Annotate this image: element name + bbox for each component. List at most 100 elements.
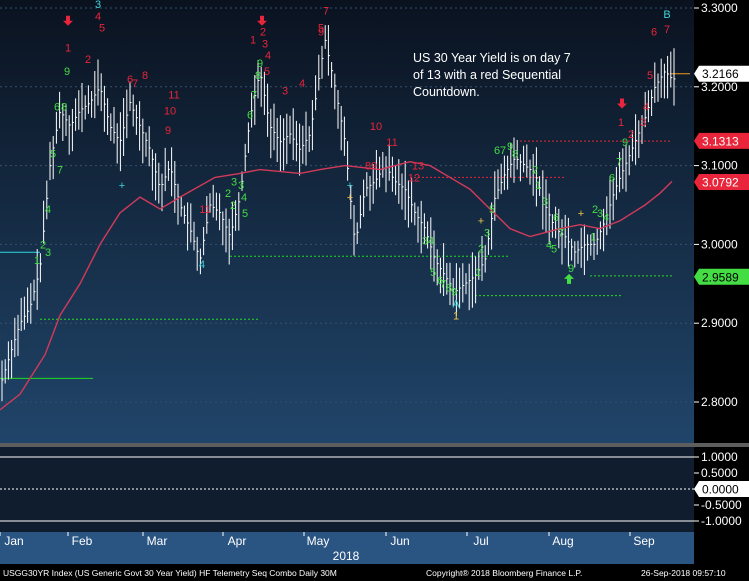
price-bar-75 — [241, 171, 244, 191]
price-bar-179 — [574, 241, 577, 268]
price-bar-96 — [308, 126, 311, 152]
td-marker-5: + — [578, 208, 584, 220]
td-label-68: 4 — [546, 239, 552, 251]
x-axis-labels: Jan Feb Mar Apr May Jun Jul Aug Sep — [0, 532, 655, 548]
price-bars — [1, 25, 676, 402]
td-label-48: 3 — [422, 235, 428, 247]
price-bar-60 — [193, 221, 196, 251]
price-bar-71 — [228, 218, 231, 265]
td-label-29: 2 — [260, 27, 266, 39]
price-bar-8 — [27, 287, 30, 323]
price-bar-103 — [331, 62, 334, 88]
td-label-76: 7 — [616, 157, 622, 169]
td-label-35: 5 — [264, 66, 270, 78]
td-label-53: 8 — [446, 283, 452, 295]
price-bar-67 — [215, 192, 218, 221]
price-bar-68 — [219, 193, 222, 231]
td-label-19: 9 — [165, 125, 171, 137]
price-bar-136 — [436, 249, 439, 286]
price-bar-56 — [180, 195, 183, 217]
price-bar-45 — [145, 132, 148, 157]
price-bar-5 — [17, 314, 20, 356]
td-label-74: 1 — [590, 231, 596, 243]
td-label-66: 6 — [553, 212, 559, 224]
price-bar-116 — [372, 164, 375, 204]
td-marker-1: + — [119, 180, 125, 192]
td-label-60: 7 — [500, 145, 506, 157]
td-label-13: 1 — [34, 255, 40, 267]
price-bar-200 — [641, 115, 644, 145]
price-bar-19 — [62, 103, 65, 142]
td-label-73: 4 — [603, 212, 609, 224]
price-bar-135 — [433, 230, 436, 282]
price-bar-51 — [164, 147, 167, 192]
price-bar-186 — [596, 228, 599, 255]
td-label-45: 9 — [371, 161, 377, 173]
price-bar-168 — [539, 176, 542, 196]
price-bar-110 — [353, 205, 356, 256]
price-bar-184 — [590, 234, 593, 256]
price-bar-84 — [270, 108, 273, 159]
price-bar-181 — [580, 227, 583, 268]
td-label-50: 5 — [430, 267, 436, 279]
price-bar-62 — [199, 248, 202, 275]
td-label-2: 5 — [99, 23, 105, 35]
price-bar-164 — [526, 144, 529, 178]
td-label-67: 7 — [558, 228, 564, 240]
price-bar-87 — [279, 115, 282, 172]
price-bar-3 — [11, 339, 14, 379]
price-bar-158 — [507, 155, 510, 190]
td-label-3: 1 — [65, 42, 71, 54]
price-bar-190 — [609, 176, 612, 229]
price-bar-69 — [222, 211, 225, 246]
price-bar-34 — [110, 113, 113, 141]
price-bar-196 — [628, 145, 631, 176]
price-bar-193 — [619, 152, 622, 193]
td-label-31: 8 — [255, 70, 261, 82]
x-label-may: May — [307, 534, 330, 548]
price-bar-11 — [36, 248, 39, 310]
annotation-line-3: Countdown. — [413, 85, 480, 99]
price-tick-label-5: 3.3000 — [701, 1, 738, 15]
price-bar-40 — [129, 81, 132, 112]
td-label-4: 2 — [85, 54, 91, 66]
price-bar-108 — [347, 141, 350, 181]
oscillator-lines — [0, 456, 694, 522]
price-bar-139 — [446, 262, 449, 295]
price-bar-172 — [551, 214, 554, 238]
td-label-37: 4 — [299, 78, 305, 90]
price-bar-142 — [455, 263, 458, 317]
price-bar-99 — [318, 54, 321, 91]
price-bar-14 — [46, 180, 49, 220]
price-bar-66 — [212, 184, 215, 218]
price-bar-6 — [20, 297, 23, 331]
td-label-25: 2 — [230, 200, 236, 212]
price-bar-132 — [423, 213, 426, 244]
price-bar-134 — [430, 217, 433, 270]
oscillator-badge: 0.0000 — [694, 481, 749, 497]
price-bar-149 — [478, 251, 481, 280]
osc-tick-label-4: -1.0000 — [701, 514, 742, 528]
price-bar-141 — [452, 278, 455, 306]
td-marker-2: + — [347, 192, 353, 204]
price-bar-102 — [327, 25, 330, 76]
price-bar-159 — [510, 142, 513, 178]
price-bar-202 — [647, 90, 650, 123]
value-badge-shape — [694, 65, 749, 82]
osc-tick-label-1: 0.5000 — [701, 466, 738, 480]
price-bar-169 — [542, 170, 545, 230]
price-bar-76 — [244, 143, 247, 172]
price-bar-170 — [545, 179, 548, 233]
price-bar-90 — [289, 115, 292, 144]
price-bar-25 — [81, 83, 84, 133]
price-bar-1 — [4, 359, 7, 384]
td-label-14: 6 — [127, 74, 133, 86]
moving-average-line — [0, 160, 673, 411]
price-bar-97 — [311, 100, 314, 151]
price-bar-30 — [97, 59, 100, 106]
price-bar-9 — [30, 283, 33, 324]
price-bar-104 — [334, 73, 337, 110]
td-label-62: 8 — [512, 149, 518, 161]
price-bar-131 — [420, 200, 423, 254]
td-label-24: 4 — [241, 192, 247, 204]
